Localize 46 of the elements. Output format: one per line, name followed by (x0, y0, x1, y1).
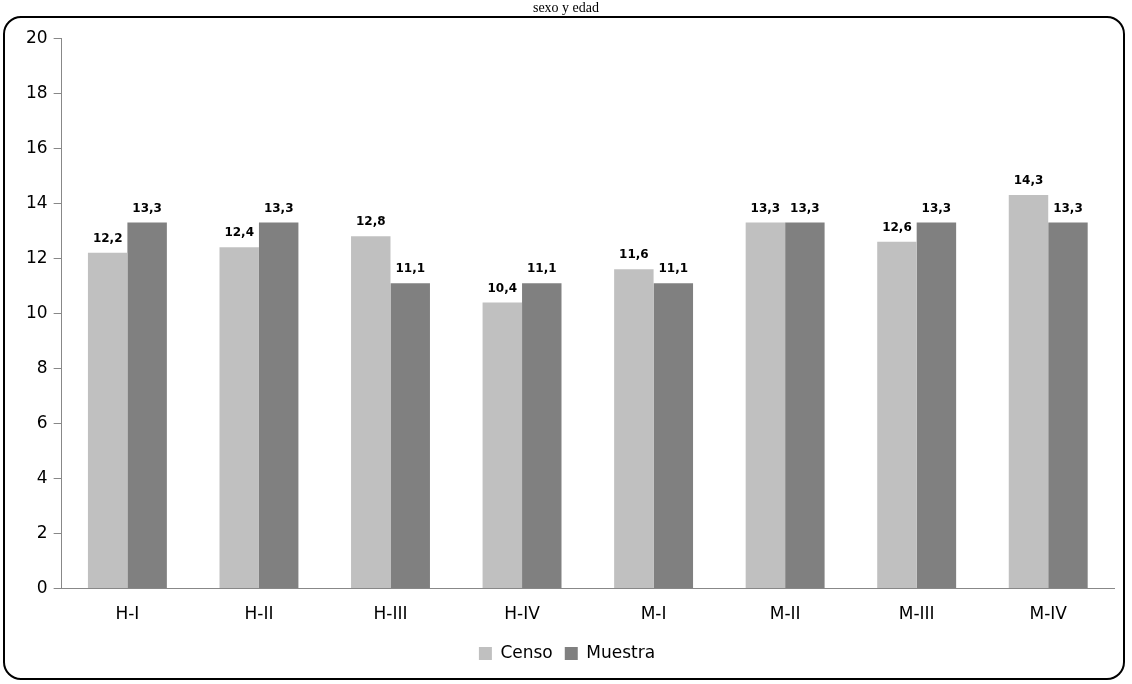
y-tick-label: 18 (25, 81, 48, 102)
y-tick-label: 14 (25, 191, 48, 212)
data-label: 13,3 (263, 200, 294, 215)
data-label: 12,2 (92, 230, 123, 245)
data-label: 13,3 (1053, 200, 1083, 215)
bar (877, 241, 917, 589)
data-label: 11,1 (658, 261, 689, 276)
data-label: 13,3 (132, 200, 162, 215)
y-tick-label: 2 (36, 521, 48, 542)
y-tick-label: 16 (25, 136, 48, 157)
x-tick-label: H-III (373, 603, 408, 624)
y-tick-label: 10 (25, 301, 48, 322)
data-label: 13,3 (921, 200, 952, 215)
y-tick-label: 6 (36, 411, 48, 432)
data-label: 12,6 (882, 219, 912, 234)
bar (1008, 195, 1049, 589)
data-label: 11,6 (619, 247, 649, 262)
data-label: 12,4 (224, 225, 255, 240)
x-tick-label: H-I (115, 603, 140, 624)
data-label: 14,3 (1013, 173, 1044, 188)
data-label: 11,1 (395, 261, 426, 276)
data-label: 13,3 (750, 200, 781, 215)
x-tick-label: M-IV (1029, 603, 1068, 624)
data-label: 12,8 (355, 214, 386, 229)
chart-title: sexo y edad (531, 0, 601, 16)
bar (351, 236, 391, 589)
y-tick-label: 12 (25, 246, 48, 267)
x-tick-label: M-II (769, 603, 801, 624)
legend-label: Censo (500, 641, 553, 662)
y-tick-label: 20 (25, 26, 48, 47)
y-tick-label: 0 (36, 577, 48, 598)
data-label: 10,4 (487, 280, 518, 295)
y-tick-label: 4 (36, 466, 48, 487)
x-tick-label: H-IV (504, 603, 541, 624)
x-tick-label: M-I (640, 603, 667, 624)
bar (219, 247, 259, 589)
bar (745, 222, 786, 589)
data-label: 13,3 (790, 200, 820, 215)
x-tick-label: H-II (244, 603, 274, 624)
data-label: 11,1 (526, 261, 557, 276)
bar (87, 252, 128, 589)
x-tick-label: M-III (898, 603, 935, 624)
bar (482, 302, 523, 589)
bar (614, 269, 654, 589)
y-tick-label: 8 (36, 356, 48, 377)
legend-label: Muestra (586, 641, 656, 662)
